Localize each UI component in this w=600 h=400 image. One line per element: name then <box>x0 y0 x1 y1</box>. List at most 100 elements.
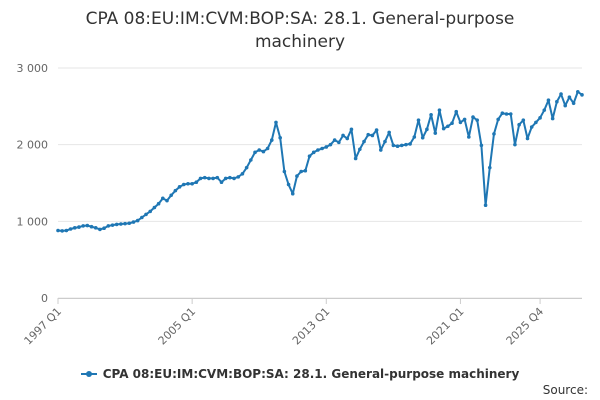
data-point <box>253 150 257 155</box>
data-point <box>202 175 207 180</box>
data-point <box>148 209 153 214</box>
chart-title-line-1: CPA 08:EU:IM:CVM:BOP:SA: 28.1. General-p… <box>85 9 515 29</box>
data-point <box>454 109 459 114</box>
data-point <box>504 112 509 116</box>
data-point <box>177 185 182 189</box>
data-point <box>282 169 287 174</box>
legend-swatch-icon <box>80 371 97 377</box>
data-point <box>140 215 144 220</box>
legend-item[interactable]: CPA 08:EU:IM:CVM:BOP:SA: 28.1. General-p… <box>80 367 520 381</box>
data-point <box>249 158 253 162</box>
data-point <box>278 135 282 140</box>
data-point <box>500 111 505 116</box>
data-point <box>467 135 471 139</box>
data-point <box>571 101 576 106</box>
data-point <box>391 143 396 148</box>
data-point <box>546 98 551 102</box>
data-point <box>462 117 467 122</box>
data-point <box>450 121 454 125</box>
data-point <box>563 103 568 108</box>
data-point <box>475 118 480 122</box>
source-label: Source: <box>542 383 588 397</box>
data-point <box>181 182 186 187</box>
data-point <box>370 133 375 138</box>
data-point <box>215 175 220 180</box>
data-point <box>131 220 136 224</box>
legend-label: CPA 08:EU:IM:CVM:BOP:SA: 28.1. General-p… <box>102 367 520 381</box>
data-point <box>110 223 115 227</box>
data-point <box>341 133 345 138</box>
chart-legend: CPA 08:EU:IM:CVM:BOP:SA: 28.1. General-p… <box>0 364 600 381</box>
chart-title: CPA 08:EU:IM:CVM:BOP:SA: 28.1. General-p… <box>0 8 600 54</box>
y-tick-label: 2 000 <box>17 139 49 152</box>
data-point <box>433 131 438 135</box>
data-point <box>328 142 333 147</box>
data-point <box>232 176 236 181</box>
data-point <box>303 168 308 173</box>
data-point <box>337 140 341 145</box>
data-point <box>580 93 584 97</box>
data-point <box>529 125 534 129</box>
data-point <box>542 108 547 112</box>
y-tick-label: 3 000 <box>17 62 49 75</box>
data-point <box>479 143 484 148</box>
data-point <box>119 222 123 226</box>
data-point <box>345 136 350 141</box>
data-point <box>194 180 199 185</box>
data-point <box>114 222 119 227</box>
data-point <box>244 165 249 170</box>
data-point <box>521 118 526 122</box>
data-point <box>508 112 513 116</box>
data-point <box>261 149 266 154</box>
data-point <box>223 176 228 181</box>
x-tick-label: 2021 Q1 <box>424 305 467 348</box>
data-point <box>534 120 538 125</box>
data-point <box>269 138 274 142</box>
data-point <box>228 175 232 180</box>
x-tick-label: 2013 Q1 <box>290 305 333 348</box>
data-point <box>265 146 270 151</box>
data-point <box>559 92 563 96</box>
data-point <box>387 130 391 135</box>
data-point <box>211 176 215 181</box>
data-point <box>161 196 165 201</box>
data-point <box>425 127 429 132</box>
data-point <box>550 116 555 121</box>
data-point <box>68 227 73 231</box>
data-point <box>538 116 542 120</box>
data-point <box>85 223 90 228</box>
x-tick-label: 2005 Q1 <box>156 305 199 348</box>
data-point <box>186 181 190 186</box>
data-point <box>81 224 85 228</box>
data-point <box>236 175 241 179</box>
data-point <box>412 135 417 139</box>
data-point <box>299 169 303 174</box>
data-point <box>93 226 98 230</box>
data-point <box>123 221 127 226</box>
chart-title-line-2: machinery <box>254 32 346 52</box>
data-point <box>165 198 169 203</box>
x-tick-label: 1997 Q1 <box>22 305 65 348</box>
data-point <box>60 229 64 233</box>
data-point <box>198 176 203 181</box>
data-point <box>324 145 329 149</box>
data-point <box>416 118 421 122</box>
data-point <box>374 128 379 132</box>
data-point <box>383 139 387 144</box>
data-point <box>492 132 496 136</box>
data-point <box>576 89 580 94</box>
x-tick-label: 2025 Q4 <box>504 305 547 348</box>
data-point <box>517 122 521 127</box>
data-point <box>127 221 132 226</box>
data-point <box>458 120 463 125</box>
data-point <box>441 126 446 131</box>
data-point <box>89 224 94 229</box>
data-point <box>106 224 111 228</box>
data-point <box>169 193 173 198</box>
data-point <box>420 135 425 140</box>
data-point <box>102 226 106 231</box>
data-point <box>316 148 320 152</box>
data-point <box>399 143 404 148</box>
data-point <box>295 174 299 178</box>
data-point <box>471 115 475 119</box>
